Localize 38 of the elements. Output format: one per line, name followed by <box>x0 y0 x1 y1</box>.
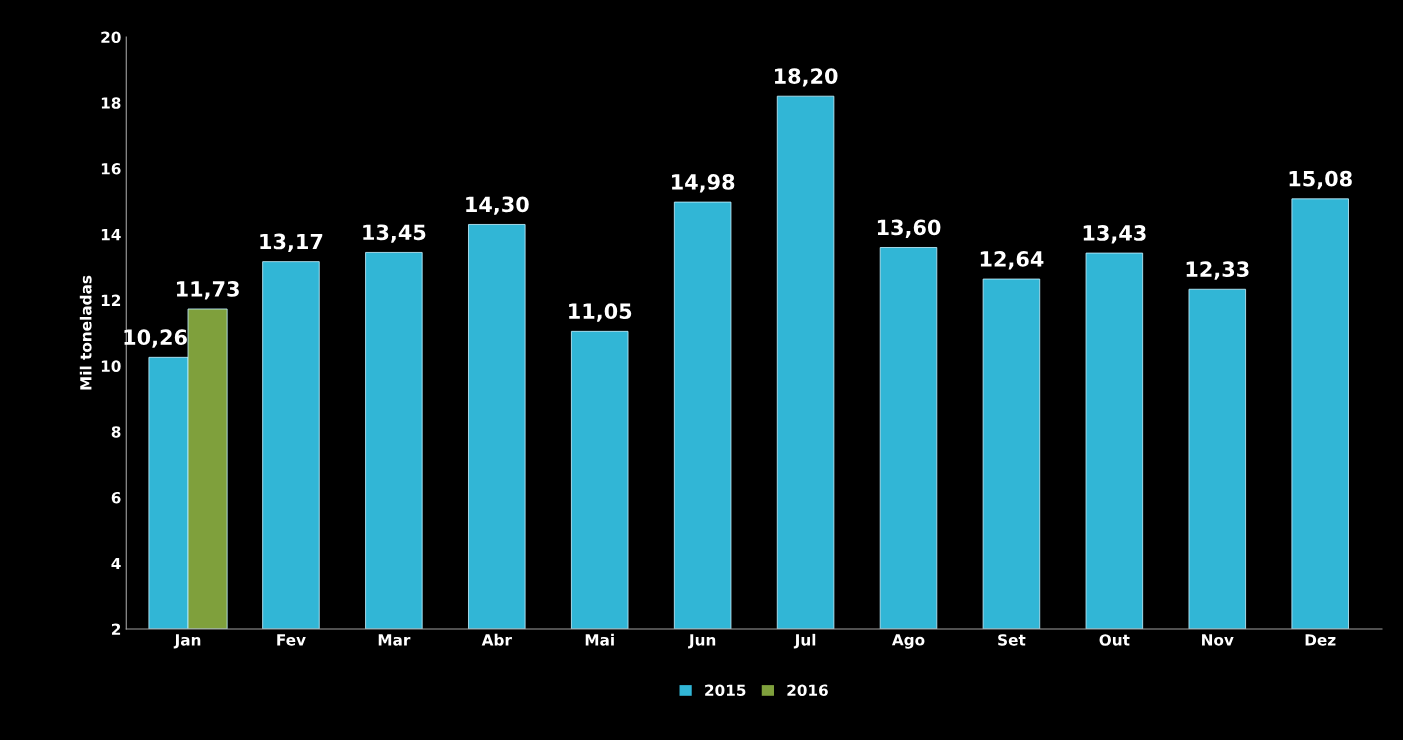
x-tick-label: Nov <box>1202 634 1234 646</box>
data-label: 15,08 <box>1289 170 1352 190</box>
x-tick-label: Dez <box>1305 634 1336 646</box>
y-tick-label: 14 <box>101 229 121 241</box>
y-tick-label: 4 <box>111 557 121 570</box>
y-tick-label: 12 <box>101 294 121 306</box>
y-axis-title: Mil toneladas <box>79 275 92 390</box>
x-tick-label: Jan <box>173 634 201 649</box>
y-tick-label: 18 <box>101 97 121 109</box>
data-label: 12,33 <box>1186 261 1249 280</box>
x-tick-label: Jul <box>793 633 816 649</box>
x-tick-label: Mar <box>378 634 411 646</box>
x-tick-label: Mai <box>585 633 614 646</box>
y-tick-label: 2 <box>111 623 121 635</box>
data-label: 18,20 <box>774 68 838 87</box>
data-label: 10,26 <box>124 329 187 348</box>
data-label: 14,30 <box>466 196 529 215</box>
x-tick-label: Abr <box>481 633 512 646</box>
data-label: 13,17 <box>260 233 323 253</box>
data-label: 13,60 <box>877 219 941 238</box>
data-label: 11,05 <box>569 303 632 322</box>
data-label: 11,73 <box>176 280 239 300</box>
data-label: 14,98 <box>672 174 735 193</box>
data-label: 12,64 <box>980 251 1044 270</box>
x-tick-label: Jun <box>688 634 716 649</box>
x-tick-label: Out <box>1099 634 1130 646</box>
legend-label: 2015 <box>705 684 746 697</box>
x-tick-label: Ago <box>891 634 925 649</box>
y-tick-label: 6 <box>111 491 121 504</box>
data-label: 13,45 <box>363 224 426 243</box>
y-tick-label: 20 <box>101 31 121 44</box>
data-label: 13,43 <box>1083 225 1146 244</box>
y-tick-label: 10 <box>101 360 121 372</box>
legend-label: 2016 <box>787 684 828 697</box>
x-tick-label: Fev <box>277 634 306 646</box>
y-tick-label: 8 <box>111 426 121 438</box>
x-tick-label: Set <box>998 634 1026 646</box>
y-tick-label: 16 <box>101 163 121 175</box>
